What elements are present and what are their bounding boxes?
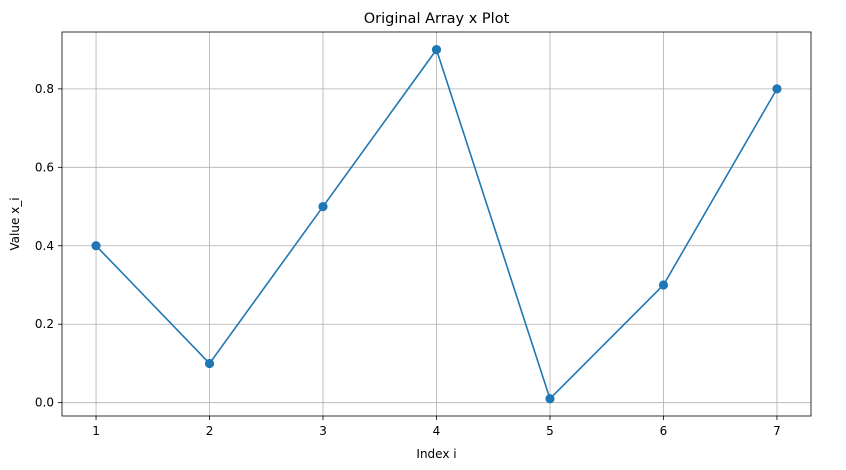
x-tick-label: 5	[546, 424, 554, 438]
data-point	[545, 394, 555, 404]
data-point	[318, 201, 328, 212]
y-axis-label: Value x_i	[8, 197, 22, 250]
y-tick-label: 0.8	[35, 82, 54, 96]
y-tick-label: 0.2	[35, 317, 54, 331]
x-tick-label: 7	[773, 424, 781, 438]
series-layer	[91, 45, 782, 404]
data-point	[91, 241, 101, 251]
data-point	[772, 84, 782, 94]
y-tick-label: 0.0	[35, 396, 54, 410]
data-point	[204, 358, 215, 369]
data-point	[431, 45, 442, 55]
y-tick-label: 0.6	[35, 160, 54, 174]
x-tick-label: 4	[433, 424, 441, 438]
y-tick-label: 0.4	[35, 239, 54, 253]
x-tick-label: 1	[92, 424, 100, 438]
x-tick-label: 3	[319, 424, 327, 438]
x-axis-label: Index i	[416, 447, 456, 461]
data-point	[658, 280, 669, 290]
axis-ticks: 1 2 3 4 5 6 7 0.0 0.2 0.4 0.6 0.8	[35, 82, 781, 438]
x-tick-label: 2	[206, 424, 214, 438]
chart-title: Original Array x Plot	[364, 11, 510, 27]
x-tick-label: 6	[660, 424, 668, 438]
